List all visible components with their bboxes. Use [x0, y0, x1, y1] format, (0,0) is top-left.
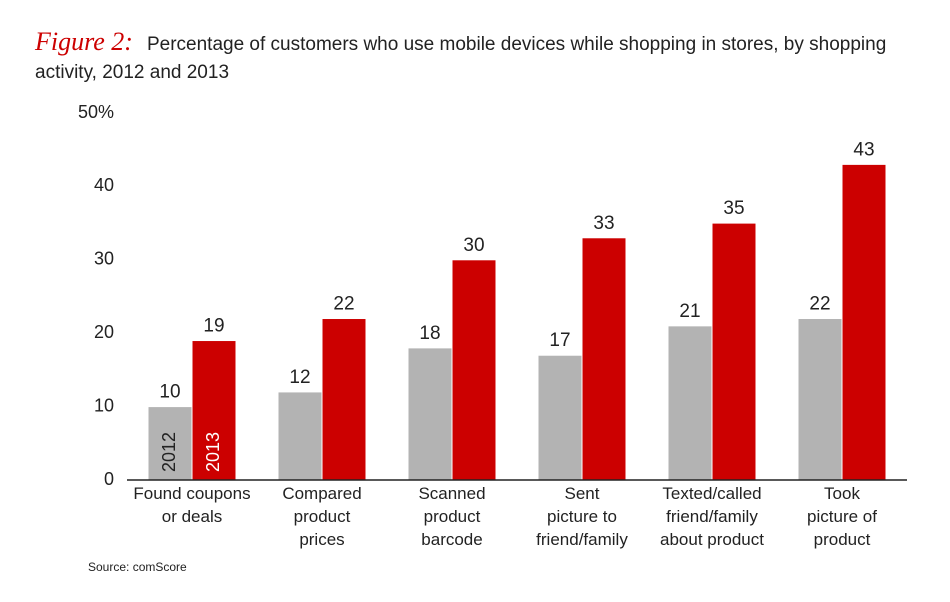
bar — [667, 325, 713, 481]
value-label: 10 — [159, 382, 180, 403]
bar — [581, 237, 627, 481]
y-tick-label: 0 — [104, 469, 114, 489]
bar — [407, 347, 453, 481]
y-tick-label: 30 — [94, 249, 114, 269]
value-label: 17 — [549, 330, 570, 351]
title-block: Figure 2: Percentage of customers who use… — [35, 28, 915, 87]
legend-label: 2013 — [203, 432, 223, 472]
value-label: 35 — [723, 198, 744, 219]
bar — [711, 222, 757, 481]
value-label: 22 — [809, 294, 830, 315]
bar — [277, 391, 323, 481]
value-label: 12 — [289, 367, 310, 388]
x-tick-label: Took picture of product — [807, 484, 877, 549]
bar — [537, 354, 583, 481]
y-tick-label: 40 — [94, 175, 114, 195]
x-tick-label: Texted/called friend/family about produc… — [660, 484, 764, 549]
value-label: 33 — [593, 213, 614, 234]
value-label: 21 — [679, 301, 700, 322]
x-tick-label: Compared product prices — [282, 484, 362, 549]
value-label: 30 — [463, 235, 484, 256]
value-label: 22 — [333, 294, 354, 315]
bar — [797, 318, 843, 481]
x-tick-label: Found coupons or deals — [133, 484, 251, 526]
y-tick-label: 50% — [78, 102, 114, 122]
value-label: 43 — [853, 139, 874, 160]
y-tick-label: 10 — [94, 395, 114, 415]
bar — [451, 259, 497, 481]
figure-label: Figure 2: — [35, 27, 133, 56]
bar — [191, 340, 237, 481]
value-label: 18 — [419, 323, 440, 344]
bar — [147, 406, 193, 481]
bar — [841, 163, 887, 481]
bar — [321, 318, 367, 481]
x-tick-label: Scanned product barcode — [418, 484, 486, 549]
source: Source: comScore — [88, 560, 187, 574]
legend-label: 2012 — [159, 432, 179, 472]
y-tick-label: 20 — [94, 322, 114, 342]
value-label: 19 — [203, 316, 224, 337]
x-tick-label: Sent picture to friend/family — [536, 484, 628, 549]
chart-title: Percentage of customers who use mobile d… — [35, 34, 887, 83]
